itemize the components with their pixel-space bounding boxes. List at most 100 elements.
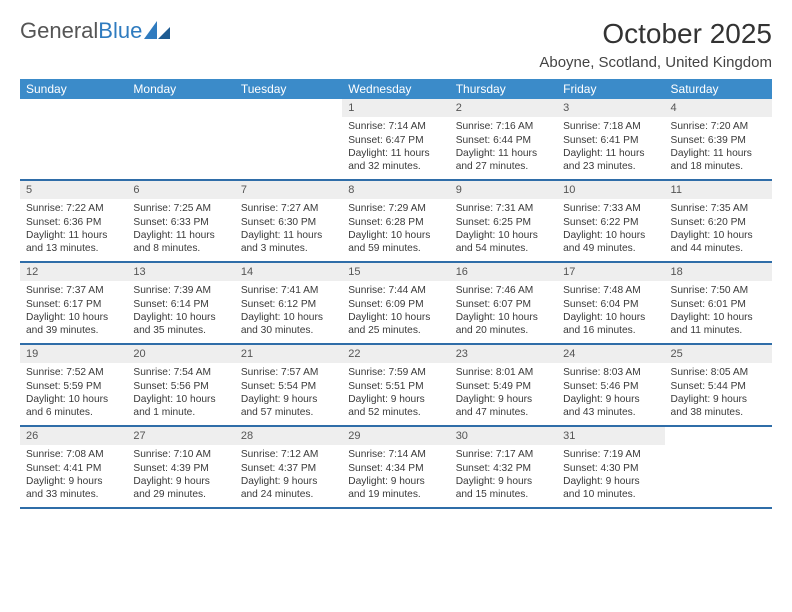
day-body: Sunrise: 7:50 AMSunset: 6:01 PMDaylight:… [665, 283, 772, 341]
day-number: 4 [665, 99, 772, 117]
day-line: Sunset: 6:22 PM [563, 216, 658, 229]
day-number: 2 [450, 99, 557, 117]
day-line: Sunrise: 7:19 AM [563, 448, 658, 461]
month-title: October 2025 [539, 18, 772, 50]
day-line: Sunset: 6:28 PM [348, 216, 443, 229]
day-number: 22 [342, 345, 449, 363]
day-line: Sunset: 6:20 PM [671, 216, 766, 229]
day-line: Sunset: 6:47 PM [348, 134, 443, 147]
day-body: Sunrise: 7:41 AMSunset: 6:12 PMDaylight:… [235, 283, 342, 341]
day-line: Sunset: 6:33 PM [133, 216, 228, 229]
calendar-day: 14Sunrise: 7:41 AMSunset: 6:12 PMDayligh… [235, 263, 342, 343]
day-body: Sunrise: 7:31 AMSunset: 6:25 PMDaylight:… [450, 201, 557, 259]
weekday-header: Friday [557, 79, 664, 99]
calendar-day: 28Sunrise: 7:12 AMSunset: 4:37 PMDayligh… [235, 427, 342, 507]
day-line: Sunrise: 7:35 AM [671, 202, 766, 215]
day-body: Sunrise: 7:14 AMSunset: 4:34 PMDaylight:… [342, 447, 449, 505]
day-line: and 49 minutes. [563, 242, 658, 255]
day-line: Sunset: 6:09 PM [348, 298, 443, 311]
day-number: 9 [450, 181, 557, 199]
day-line: and 59 minutes. [348, 242, 443, 255]
day-line: Sunrise: 7:52 AM [26, 366, 121, 379]
day-body: Sunrise: 7:25 AMSunset: 6:33 PMDaylight:… [127, 201, 234, 259]
day-line: Sunrise: 7:27 AM [241, 202, 336, 215]
day-body: Sunrise: 7:33 AMSunset: 6:22 PMDaylight:… [557, 201, 664, 259]
logo-text-blue: Blue [98, 18, 142, 44]
day-line: Sunrise: 7:57 AM [241, 366, 336, 379]
day-number: 24 [557, 345, 664, 363]
day-body: Sunrise: 7:35 AMSunset: 6:20 PMDaylight:… [665, 201, 772, 259]
day-line: Daylight: 10 hours [671, 311, 766, 324]
day-body: Sunrise: 8:05 AMSunset: 5:44 PMDaylight:… [665, 365, 772, 423]
day-line: Daylight: 10 hours [563, 311, 658, 324]
day-body: Sunrise: 7:37 AMSunset: 6:17 PMDaylight:… [20, 283, 127, 341]
day-body: Sunrise: 7:17 AMSunset: 4:32 PMDaylight:… [450, 447, 557, 505]
day-line: Sunset: 6:41 PM [563, 134, 658, 147]
day-number: 11 [665, 181, 772, 199]
calendar-day: 4Sunrise: 7:20 AMSunset: 6:39 PMDaylight… [665, 99, 772, 179]
calendar-week: 19Sunrise: 7:52 AMSunset: 5:59 PMDayligh… [20, 345, 772, 427]
day-line: Sunrise: 7:39 AM [133, 284, 228, 297]
day-line: Sunrise: 7:50 AM [671, 284, 766, 297]
day-line: Daylight: 9 hours [563, 475, 658, 488]
day-line: Sunrise: 7:22 AM [26, 202, 121, 215]
day-line: and 29 minutes. [133, 488, 228, 501]
day-line: Daylight: 10 hours [348, 229, 443, 242]
day-number: 12 [20, 263, 127, 281]
day-number: 28 [235, 427, 342, 445]
title-block: October 2025 Aboyne, Scotland, United Ki… [539, 18, 772, 71]
day-line: Sunset: 6:30 PM [241, 216, 336, 229]
day-line: Sunrise: 7:25 AM [133, 202, 228, 215]
weekday-header: Tuesday [235, 79, 342, 99]
day-number: 15 [342, 263, 449, 281]
day-line: Sunrise: 7:08 AM [26, 448, 121, 461]
day-body: Sunrise: 7:16 AMSunset: 6:44 PMDaylight:… [450, 119, 557, 177]
day-line: Sunset: 5:46 PM [563, 380, 658, 393]
calendar-day: 15Sunrise: 7:44 AMSunset: 6:09 PMDayligh… [342, 263, 449, 343]
day-line: Sunrise: 7:48 AM [563, 284, 658, 297]
calendar-day: 22Sunrise: 7:59 AMSunset: 5:51 PMDayligh… [342, 345, 449, 425]
day-line: and 44 minutes. [671, 242, 766, 255]
day-line: Sunrise: 7:41 AM [241, 284, 336, 297]
calendar-day: 23Sunrise: 8:01 AMSunset: 5:49 PMDayligh… [450, 345, 557, 425]
day-number: 6 [127, 181, 234, 199]
day-line: Sunset: 6:44 PM [456, 134, 551, 147]
day-line: Daylight: 9 hours [348, 393, 443, 406]
day-body: Sunrise: 7:08 AMSunset: 4:41 PMDaylight:… [20, 447, 127, 505]
day-number: 19 [20, 345, 127, 363]
day-line: Sunset: 4:41 PM [26, 462, 121, 475]
day-line: Daylight: 10 hours [456, 229, 551, 242]
day-line: Sunset: 4:34 PM [348, 462, 443, 475]
day-line: Sunrise: 8:01 AM [456, 366, 551, 379]
location: Aboyne, Scotland, United Kingdom [539, 54, 772, 71]
day-body: Sunrise: 8:01 AMSunset: 5:49 PMDaylight:… [450, 365, 557, 423]
day-number: 3 [557, 99, 664, 117]
day-number: 18 [665, 263, 772, 281]
day-body: Sunrise: 7:46 AMSunset: 6:07 PMDaylight:… [450, 283, 557, 341]
day-line: Daylight: 10 hours [348, 311, 443, 324]
day-body: Sunrise: 7:29 AMSunset: 6:28 PMDaylight:… [342, 201, 449, 259]
day-body: Sunrise: 7:18 AMSunset: 6:41 PMDaylight:… [557, 119, 664, 177]
calendar-day: 16Sunrise: 7:46 AMSunset: 6:07 PMDayligh… [450, 263, 557, 343]
day-line: Sunset: 6:07 PM [456, 298, 551, 311]
day-line: and 39 minutes. [26, 324, 121, 337]
header: GeneralBlue October 2025 Aboyne, Scotlan… [20, 18, 772, 71]
day-line: Sunset: 6:01 PM [671, 298, 766, 311]
calendar-day: 6 Sunrise: 7:25 AMSunset: 6:33 PMDaylight… [127, 181, 234, 261]
day-number: 30 [450, 427, 557, 445]
day-line: and 43 minutes. [563, 406, 658, 419]
day-line: Daylight: 11 hours [133, 229, 228, 242]
day-number: 29 [342, 427, 449, 445]
day-number: 10 [557, 181, 664, 199]
calendar-day: 27Sunrise: 7:10 AMSunset: 4:39 PMDayligh… [127, 427, 234, 507]
day-line: Daylight: 10 hours [26, 311, 121, 324]
day-body: Sunrise: 7:10 AMSunset: 4:39 PMDaylight:… [127, 447, 234, 505]
day-line: Daylight: 11 hours [241, 229, 336, 242]
calendar-day [235, 99, 342, 179]
day-number: 1 [342, 99, 449, 117]
day-line: and 25 minutes. [348, 324, 443, 337]
weekday-header: Sunday [20, 79, 127, 99]
day-line: and 54 minutes. [456, 242, 551, 255]
day-line: Sunrise: 7:46 AM [456, 284, 551, 297]
day-line: and 24 minutes. [241, 488, 336, 501]
